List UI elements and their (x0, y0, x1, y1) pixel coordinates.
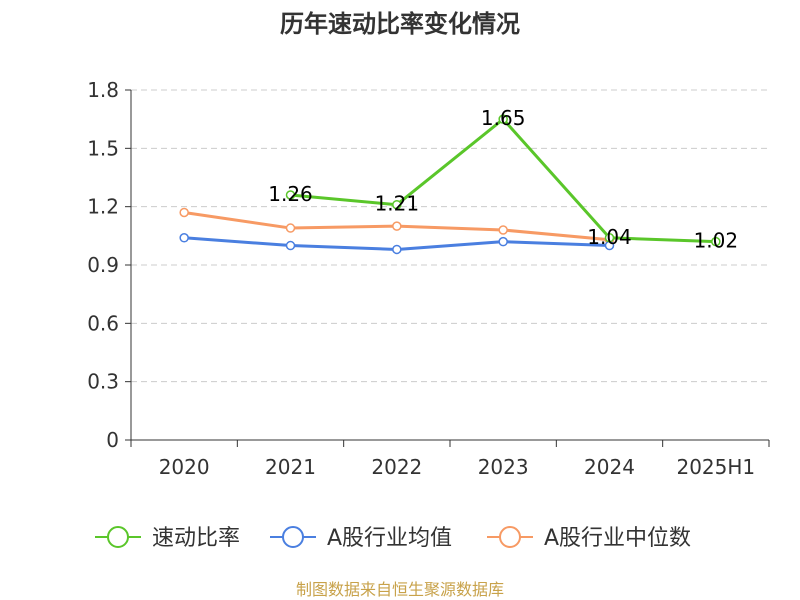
data-point (392, 221, 402, 231)
data-point (498, 114, 508, 124)
x-tick-label: 2025H1 (676, 455, 755, 479)
x-tick-label: 2023 (478, 455, 529, 479)
y-tick-label: 0.3 (87, 370, 119, 394)
series-line (290, 117, 716, 244)
data-point (285, 190, 296, 200)
y-tick-label: 1.5 (87, 136, 119, 160)
data-point (285, 223, 296, 233)
data-labels: 1.26 1.21 1.65 1.04 1.02 (268, 106, 738, 253)
data-label: 1.65 (481, 106, 526, 130)
data-point (179, 207, 189, 218)
y-tick-label: 1.2 (87, 195, 119, 219)
chart-title: 历年速动比率变化情况 (280, 10, 520, 38)
x-tick-label: 2020 (159, 455, 210, 479)
legend-label: 速动比率 (152, 526, 240, 551)
legend-label: A股行业均值 (327, 526, 452, 551)
data-point (604, 233, 615, 243)
data-point (179, 233, 189, 243)
x-tick-label: 2022 (371, 455, 422, 479)
legend-swatch-marker (282, 526, 304, 548)
data-point (392, 199, 402, 210)
data-label: 1.04 (587, 225, 632, 249)
x-tick-label: 2024 (584, 455, 635, 479)
axes: 0 0.3 0.6 0.9 1.2 1.5 1.8 2020 2021 2022 2023 2024 2… (87, 78, 770, 479)
data-label: 1.26 (268, 182, 313, 206)
legend-item[interactable]: 速动比率 (95, 526, 240, 551)
y-tick-label: 1.8 (87, 78, 119, 102)
legend-item[interactable]: A股行业中位数 (487, 526, 691, 551)
legend-label: A股行业中位数 (544, 526, 691, 551)
y-tick-label: 0.9 (87, 253, 119, 277)
y-tick-label: 0 (106, 428, 119, 452)
series-0 (285, 114, 721, 247)
data-label: 1.02 (694, 229, 739, 253)
grid (131, 89, 769, 383)
data-point (285, 240, 296, 251)
series (179, 114, 721, 255)
legend-item[interactable]: A股行业均值 (270, 526, 452, 551)
legend-swatch-marker (499, 526, 521, 548)
x-tick-label: 2021 (265, 455, 316, 479)
data-point (711, 236, 721, 247)
y-tick-label: 0.6 (87, 311, 119, 335)
legend-swatch-marker (107, 526, 129, 548)
series-2 (179, 207, 615, 245)
data-point (498, 236, 508, 247)
data-point (392, 244, 402, 255)
series-1 (179, 233, 615, 255)
data-point (498, 225, 508, 235)
data-label: 1.21 (375, 192, 420, 216)
legend[interactable]: 速动比率 A股行业均值 A股行业中位数 (95, 526, 691, 551)
source-note: 制图数据来自恒生聚源数据库 (296, 580, 504, 599)
